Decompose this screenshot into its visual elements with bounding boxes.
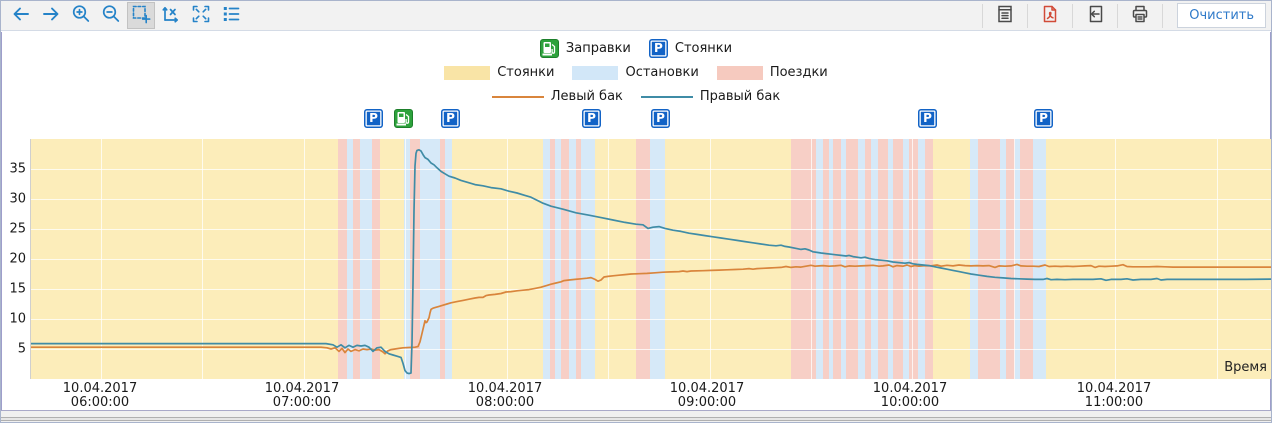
forward-button[interactable] (37, 2, 65, 29)
toolbar-separator (1072, 3, 1074, 28)
horizontal-gridline (31, 229, 1271, 230)
back-icon (10, 3, 32, 29)
report-button[interactable] (991, 2, 1019, 29)
horizontal-gridline (31, 289, 1271, 290)
legend-item-parkings: P Стоянки (648, 39, 733, 58)
toolbar-right-group: Очистить (975, 2, 1271, 29)
y-tick-label: 20 (9, 251, 26, 267)
legend-label: Остановки (625, 65, 699, 80)
toolbar-separator (1027, 3, 1029, 28)
x-axis: 10.04.2017 06:00:00 10.04.2017 07:00:00 10.0… (30, 381, 1270, 413)
page-export-button[interactable] (1081, 2, 1109, 29)
legend-item-stop-zone: Остановки (572, 65, 699, 80)
legend-label: Поездки (769, 65, 828, 80)
legend-item-refuels: Заправки (539, 39, 631, 58)
horizontal-gridline (31, 259, 1271, 260)
pdf-export-icon (1039, 3, 1061, 29)
legend-label: Стоянки (674, 41, 733, 56)
parking-event-marker[interactable]: P (364, 109, 383, 128)
chart-settings-button[interactable] (217, 2, 245, 29)
zoom-x-axis-button[interactable] (157, 2, 185, 29)
horizontal-splitter[interactable] (1, 417, 1271, 421)
bottom-strip (1, 411, 1271, 422)
x-tick-label: 10.04.2017 08:00:00 (467, 381, 543, 410)
legend-label: Правый бак (699, 89, 781, 104)
legend-zones: Стоянки Остановки Поездки (2, 65, 1270, 80)
horizontal-gridline (31, 349, 1271, 350)
left-tank-line (31, 263, 1271, 355)
x-tick-label: 10.04.2017 09:00:00 (669, 381, 745, 410)
y-tick-label: 10 (9, 311, 26, 327)
zoom-fit-icon (190, 3, 212, 29)
fuel-icon (539, 39, 559, 58)
series-lines (31, 148, 1271, 375)
y-tick-label: 35 (9, 161, 26, 177)
zoom-selection-icon (130, 3, 152, 29)
horizontal-gridline (31, 319, 1271, 320)
x-tick-label: 10.04.2017 07:00:00 (264, 381, 340, 410)
legend-item-parking-zone: Стоянки (444, 65, 554, 80)
legend-label: Заправки (565, 41, 631, 56)
chart-settings-icon (220, 3, 242, 29)
print-icon (1129, 3, 1151, 29)
horizontal-gridline (31, 169, 1271, 170)
toolbar-separator (1117, 3, 1119, 28)
zoom-fit-button[interactable] (187, 2, 215, 29)
zoom-x-axis-icon (160, 3, 182, 29)
parking-event-marker[interactable]: P (918, 109, 937, 128)
legend-item-left-tank: Левый бак (491, 89, 623, 104)
parking-zone-swatch (444, 65, 491, 80)
zoom-out-icon (100, 3, 122, 29)
right-tank-line-swatch (640, 95, 693, 98)
plot-area[interactable]: Время (30, 139, 1271, 379)
toolbar-separator (982, 3, 984, 28)
y-tick-label: 15 (9, 281, 26, 297)
legend-label: Левый бак (550, 89, 623, 104)
stop-zone-swatch (572, 65, 619, 80)
zoom-in-icon (70, 3, 92, 29)
pdf-export-button[interactable] (1036, 2, 1064, 29)
y-axis: 35 30 25 20 15 10 5 (2, 139, 28, 379)
fuel-event-marker[interactable] (394, 109, 413, 128)
chart-panel: Заправки P Стоянки Стоянки Остановки Пое… (1, 32, 1271, 411)
y-tick-label: 25 (9, 221, 26, 237)
left-tank-line-swatch (491, 95, 544, 98)
y-tick-label: 5 (17, 341, 26, 357)
clear-button[interactable]: Очистить (1177, 3, 1266, 28)
page-export-icon (1084, 3, 1106, 29)
parking-icon: P (648, 39, 668, 58)
toolbar: Очистить (1, 1, 1271, 31)
legend-item-right-tank: Правый бак (640, 89, 781, 104)
horizontal-gridline (31, 199, 1271, 200)
zoom-out-button[interactable] (97, 2, 125, 29)
parking-event-marker[interactable]: P (651, 109, 670, 128)
legend-series: Левый бак Правый бак (2, 89, 1270, 104)
back-button[interactable] (7, 2, 35, 29)
right-tank-line (31, 148, 1271, 375)
parking-event-marker[interactable]: P (441, 109, 460, 128)
legend-events: Заправки P Стоянки (2, 39, 1270, 58)
y-tick-label: 30 (9, 191, 26, 207)
toolbar-separator (1162, 3, 1164, 28)
report-icon (994, 3, 1016, 29)
x-axis-title: Время (1224, 360, 1267, 375)
legend-label: Стоянки (497, 65, 555, 80)
print-button[interactable] (1126, 2, 1154, 29)
x-tick-label: 10.04.2017 10:00:00 (872, 381, 948, 410)
parking-event-marker[interactable]: P (1034, 109, 1053, 128)
trip-zone-swatch (716, 65, 763, 80)
legend-item-trip-zone: Поездки (716, 65, 828, 80)
zoom-selection-button[interactable] (127, 2, 155, 29)
toolbar-left-group (1, 2, 246, 29)
zoom-in-button[interactable] (67, 2, 95, 29)
parking-event-marker[interactable]: P (582, 109, 601, 128)
x-tick-label: 10.04.2017 06:00:00 (62, 381, 138, 410)
x-tick-label: 10.04.2017 11:00:00 (1076, 381, 1152, 410)
forward-icon (40, 3, 62, 29)
